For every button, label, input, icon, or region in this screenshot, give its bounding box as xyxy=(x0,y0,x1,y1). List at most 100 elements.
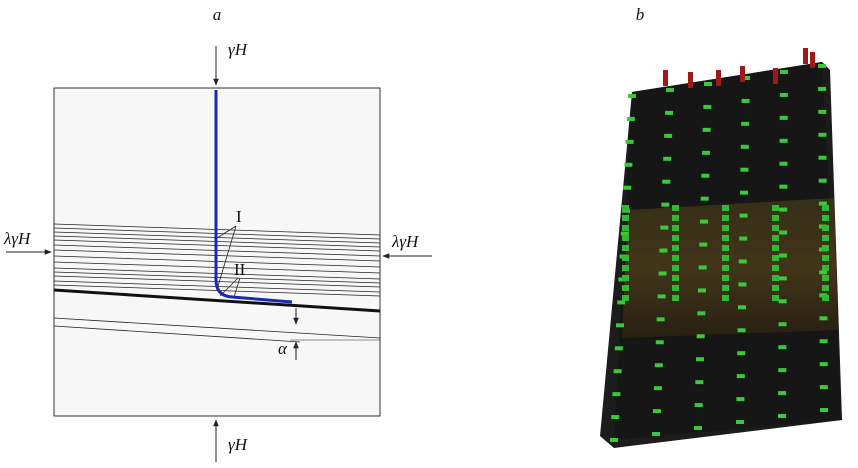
load-arrow xyxy=(773,68,778,84)
load-arrow xyxy=(716,70,721,86)
marker xyxy=(672,225,679,231)
marker xyxy=(652,409,661,414)
marker xyxy=(658,271,667,276)
marker xyxy=(780,70,788,74)
marker xyxy=(818,155,827,160)
marker xyxy=(779,115,788,120)
marker xyxy=(622,205,629,211)
angle-label: α xyxy=(278,339,288,358)
marker xyxy=(722,225,729,231)
panel-label: a xyxy=(213,5,222,24)
marker xyxy=(694,426,702,430)
load-label: γH xyxy=(228,435,249,454)
marker xyxy=(778,345,787,350)
marker xyxy=(822,255,829,261)
marker xyxy=(722,205,729,211)
marker xyxy=(622,255,629,261)
marker xyxy=(696,357,704,362)
marker xyxy=(778,299,787,304)
marker xyxy=(779,161,788,166)
marker xyxy=(737,351,746,356)
marker xyxy=(722,255,729,261)
marker xyxy=(722,265,729,271)
stratum xyxy=(53,325,301,343)
load-label: λγH xyxy=(391,232,420,251)
marker xyxy=(822,245,829,251)
marker xyxy=(622,235,629,241)
marker xyxy=(628,94,636,98)
marker xyxy=(772,215,779,221)
load-arrow xyxy=(740,66,745,82)
marker xyxy=(622,295,629,301)
marker xyxy=(620,231,629,236)
marker xyxy=(611,415,620,420)
marker xyxy=(736,420,744,424)
marker xyxy=(822,235,829,241)
marker xyxy=(738,259,747,264)
marker-label: II xyxy=(234,260,246,279)
marker xyxy=(622,265,629,271)
marker xyxy=(819,316,828,321)
marker xyxy=(741,98,750,103)
marker xyxy=(772,275,779,281)
marker xyxy=(822,205,829,211)
load-arrow xyxy=(810,52,815,68)
marker xyxy=(740,167,749,172)
load-arrow xyxy=(803,48,808,64)
marker xyxy=(772,235,779,241)
marker xyxy=(722,215,729,221)
marker xyxy=(818,109,827,114)
marker xyxy=(722,275,729,281)
marker xyxy=(772,295,779,301)
marker xyxy=(613,369,622,374)
coal-band xyxy=(622,198,838,338)
marker xyxy=(659,248,668,253)
marker xyxy=(722,235,729,241)
marker xyxy=(672,285,679,291)
marker xyxy=(772,265,779,271)
marker xyxy=(672,255,679,261)
load-label: γH xyxy=(228,40,249,59)
marker xyxy=(779,230,788,235)
load-label: λγH xyxy=(3,229,32,248)
marker xyxy=(657,294,666,299)
marker xyxy=(778,253,787,258)
marker xyxy=(617,300,626,305)
marker xyxy=(652,432,660,436)
marker xyxy=(820,408,828,412)
marker xyxy=(672,295,679,301)
marker xyxy=(653,386,662,391)
leader xyxy=(217,225,237,287)
marker xyxy=(772,225,779,231)
marker xyxy=(704,82,712,86)
marker xyxy=(772,245,779,251)
marker xyxy=(822,215,829,221)
marker xyxy=(622,285,629,291)
marker xyxy=(625,139,634,144)
marker xyxy=(822,265,829,271)
marker xyxy=(700,219,708,224)
marker xyxy=(778,368,787,373)
marker xyxy=(616,323,624,328)
marker xyxy=(818,86,827,91)
marker xyxy=(822,275,829,281)
marker xyxy=(610,438,618,442)
marker xyxy=(672,205,679,211)
marker xyxy=(778,276,787,281)
marker xyxy=(624,162,633,167)
leader xyxy=(219,277,239,297)
marker xyxy=(665,110,674,115)
marker xyxy=(736,397,745,402)
marker xyxy=(819,385,828,390)
marker xyxy=(698,288,706,293)
load-arrow xyxy=(663,70,668,86)
marker xyxy=(822,295,829,301)
marker xyxy=(818,132,827,137)
marker xyxy=(664,133,673,138)
marker xyxy=(696,334,705,339)
marker xyxy=(738,282,747,287)
marker xyxy=(655,340,664,345)
marker xyxy=(694,403,703,408)
marker xyxy=(701,173,710,178)
